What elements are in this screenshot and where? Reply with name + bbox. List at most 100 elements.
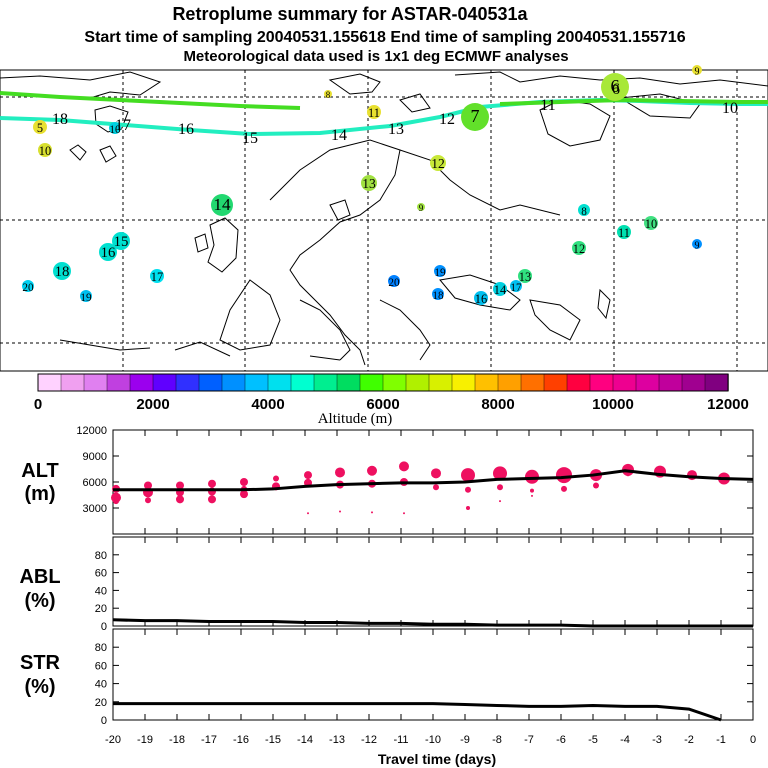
y-tick-label: 40 — [95, 679, 107, 691]
colorbar-tick: 10000 — [592, 396, 634, 413]
colorbar-cell — [566, 373, 591, 392]
str-line — [113, 702, 722, 722]
map-marker — [80, 290, 92, 302]
x-tick-label: -11 — [393, 734, 408, 746]
met-data-note: Meteorological data used is 1x1 deg ECMW… — [183, 48, 568, 65]
map-marker — [692, 65, 702, 75]
alt-cluster-dot — [525, 469, 539, 484]
alt-cluster-dot — [208, 479, 216, 488]
x-tick-label: -7 — [524, 734, 534, 746]
map-marker-label: 11 — [618, 226, 630, 240]
colorbar-cell — [175, 373, 200, 392]
colorbar-cell — [612, 373, 637, 392]
alt-cluster-dot — [626, 472, 630, 477]
x-tick-label: -19 — [137, 734, 153, 746]
map-graticule — [0, 70, 768, 371]
y-tick-label: 6000 — [83, 477, 107, 489]
map-day-label: 15 — [242, 130, 258, 147]
colorbar-ticks: 0 2000 4000 6000 8000 10000 12000 — [34, 396, 749, 413]
colorbar-cell — [359, 373, 384, 392]
altitude-panel: ALT (m) 3000 6000 9000 12000 — [21, 425, 754, 535]
alt-cluster-dot — [531, 494, 533, 497]
map-marker-label: 19 — [80, 292, 92, 304]
colorbar-cell — [60, 373, 85, 392]
colorbar-tick: 6000 — [366, 396, 399, 413]
map-marker — [644, 216, 658, 230]
trajectory-green — [0, 91, 301, 110]
alt-cluster-dot — [556, 467, 572, 484]
alt-cluster-dot — [497, 484, 503, 491]
colorbar-cell — [451, 373, 476, 392]
map-marker-label: 7 — [471, 106, 480, 126]
map-marker — [461, 103, 489, 131]
trajectory-green-east — [499, 97, 768, 106]
alt-cluster-dot — [208, 495, 216, 504]
x-tick-label: -12 — [361, 734, 377, 746]
colorbar-cell — [497, 373, 522, 392]
alt-cluster-dot — [493, 466, 507, 481]
alt-cluster-dot — [145, 497, 151, 504]
colorbar-cell — [520, 373, 545, 392]
x-tick-label: -18 — [169, 734, 185, 746]
y-tick-label: 3000 — [83, 503, 107, 515]
colorbar-cell — [244, 373, 269, 392]
y-tick-label: 40 — [95, 585, 107, 597]
colorbar-cell — [313, 373, 338, 392]
colorbar-cell — [681, 373, 706, 392]
map-marker-label: 6 — [611, 76, 620, 96]
colorbar-tick: 0 — [34, 396, 42, 413]
colorbar-cell — [336, 373, 361, 392]
time-axis-label: Travel time (days) — [378, 751, 496, 767]
map-marker-label: 20 — [388, 277, 400, 289]
map-marker — [572, 241, 586, 255]
map-day-label: 16 — [178, 121, 194, 138]
map-marker-label: 12 — [573, 242, 585, 256]
alt-cluster-dot — [371, 511, 373, 514]
map-day-labels: 18 17 16 15 14 13 12 11 10 6 — [52, 81, 738, 147]
map-marker-label: 10 — [109, 124, 121, 136]
map-day-label: 11 — [540, 97, 555, 114]
map-marker — [510, 280, 522, 292]
abl-yticks: 0 20 40 60 80 — [95, 550, 753, 633]
alt-cluster-dot — [367, 465, 377, 476]
map-marker-label: 18 — [55, 264, 70, 280]
map-marker — [38, 143, 52, 157]
alt-cluster-dot — [403, 512, 405, 515]
map-marker — [53, 262, 71, 280]
colorbar-cell — [704, 373, 729, 392]
map-day-label: 14 — [331, 127, 347, 144]
abl-frame — [112, 536, 754, 627]
colorbar-cell — [267, 373, 292, 392]
map-day-label: 6 — [612, 81, 620, 98]
map-marker — [99, 243, 117, 261]
map-marker — [692, 239, 702, 249]
y-tick-label: 12000 — [76, 425, 107, 437]
map-marker-label: 13 — [519, 270, 531, 284]
map-marker-label: 9 — [695, 241, 700, 252]
alt-label: ALT — [21, 460, 58, 482]
x-tick-label: -8 — [492, 734, 502, 746]
alt-unit: (m) — [24, 483, 55, 505]
alt-cluster-dot — [593, 482, 599, 489]
map-marker — [112, 232, 130, 250]
map-marker-label: 12 — [431, 156, 445, 171]
alt-cluster-dot — [466, 506, 470, 510]
alt-cluster-dot — [431, 468, 441, 479]
x-tick-label: -5 — [588, 734, 598, 746]
colorbar-cell — [382, 373, 407, 392]
y-tick-label: 20 — [95, 603, 107, 615]
alt-cluster-dot — [176, 495, 184, 504]
map-marker-label: 17 — [151, 270, 163, 284]
str-unit: (%) — [24, 676, 55, 698]
colorbar-cell — [405, 373, 430, 392]
time-axis-ticks: -20 -19 -18 -17 -16 -15 -14 -13 -12 -11 -10 -9 -8 -7-… — [105, 430, 756, 746]
map-marker-label: 8 — [326, 90, 331, 100]
map-marker-label: 17 — [510, 282, 522, 294]
colorbar-tick: 4000 — [251, 396, 284, 413]
colorbar-cell — [428, 373, 453, 392]
alt-cluster-dot — [144, 481, 152, 490]
alt-cluster-dot — [399, 461, 409, 472]
colorbar-cells — [37, 373, 729, 392]
